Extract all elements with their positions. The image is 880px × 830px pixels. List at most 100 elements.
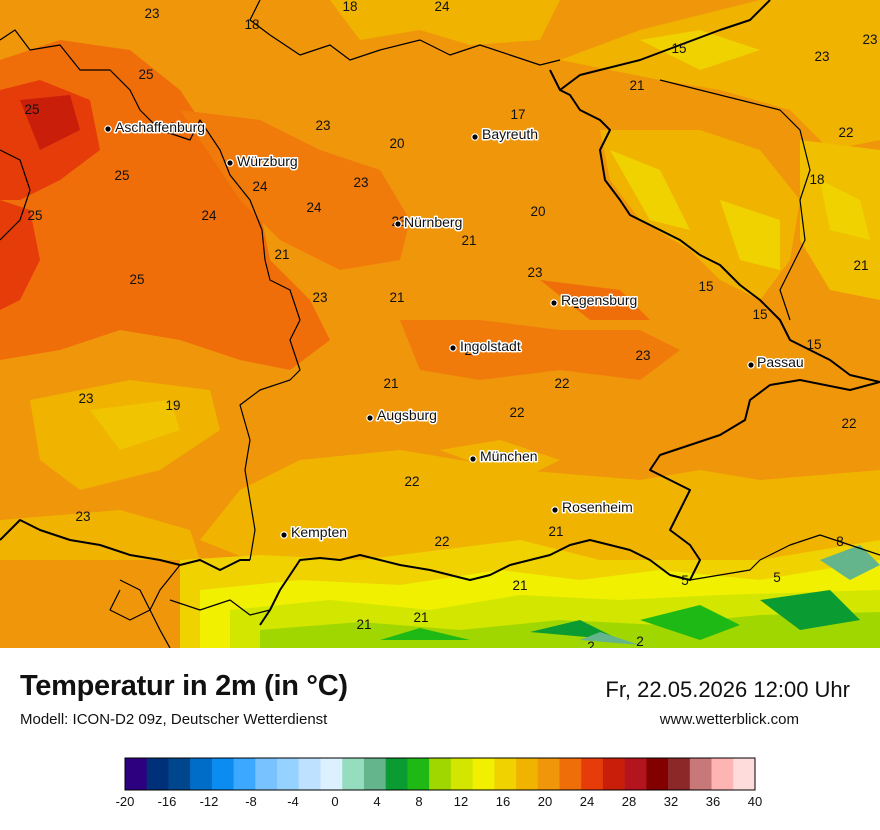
color-scale-cell [733,758,756,790]
temperature-label: 2 [587,639,595,648]
color-scale-cells [124,757,756,791]
temperature-label: 23 [312,290,327,305]
temperature-label: 18 [244,17,259,32]
city-label: Passau [757,354,804,370]
map-borders [0,0,880,648]
color-scale-cell [233,758,256,790]
color-scale-cell [277,758,300,790]
color-scale-tick-label: 28 [622,794,636,809]
color-scale-tick-label: 4 [373,794,380,809]
color-scale-cell [342,758,365,790]
temperature-label: 15 [806,337,821,352]
color-scale-tick-label: 40 [748,794,762,809]
color-scale-cell [146,758,169,790]
color-scale-cell [168,758,191,790]
temperature-label: 15 [698,279,713,294]
color-scale: -20 -16 -12 -8 -4 0 4 8 12 16 20 24 28 32 36 40 [116,757,763,809]
city-dot [226,159,234,167]
color-scale-cell [624,758,647,790]
color-scale-cell [646,758,669,790]
color-scale-cell [429,758,452,790]
city-augsburg: Augsburg [366,406,438,425]
temperature-label: 24 [434,0,450,14]
city-regensburg: Regensburg [550,291,639,310]
color-scale-cell [602,758,625,790]
color-scale-tick-label: 36 [706,794,720,809]
color-scale-cell [320,758,343,790]
temperature-label: 23 [862,32,877,47]
color-scale-cell [450,758,473,790]
temperature-label: 22 [554,376,569,391]
city-dot [471,133,479,141]
color-scale-ticks: -20 -16 -12 -8 -4 0 4 8 12 16 20 24 28 32 36 40 [116,794,763,809]
color-scale-cell [711,758,734,790]
color-scale-tick-label: -20 [116,794,135,809]
model-info: Modell: ICON-D2 09z, Deutscher Wetterdie… [20,711,328,728]
temperature-label: 5 [773,570,781,585]
temperature-label: 18 [809,172,824,187]
color-scale-tick-label: 16 [496,794,510,809]
temperature-label: 8 [836,534,844,549]
temperature-label: 5 [681,573,689,588]
color-scale-cell [190,758,213,790]
temperature-label: 21 [274,247,289,262]
forecast-datetime: Fr, 22.05.2026 12:00 Uhr [605,677,850,702]
map-title: Temperatur in 2m (in °C) [20,670,348,702]
color-scale-cell [407,758,430,790]
color-scale-cell [668,758,691,790]
temperature-labels: 23 18 18 24 15 23 23 25 25 24 23 17 21 2… [24,0,877,648]
temperature-label: 21 [413,610,428,625]
color-scale-tick-label: -8 [245,794,257,809]
temperature-label: 23 [464,343,479,358]
temperature-label: 24 [168,120,184,135]
temperature-label: 17 [510,107,525,122]
city-dot [366,414,374,422]
temperature-label: 23 [144,6,159,21]
city-label: Rosenheim [562,499,633,515]
temperature-label: 22 [841,416,856,431]
city-label: Bayreuth [482,126,538,142]
temperature-label: 18 [342,0,357,14]
city-dot [449,344,457,352]
city-muenchen: München [469,447,539,466]
temperature-label: 15 [752,307,767,322]
city-label: Aschaffenburg [115,119,205,135]
temperature-label: 19 [165,398,180,413]
color-scale-tick-label: 20 [538,794,552,809]
temperature-label: 24 [252,179,268,194]
city-dot [104,125,112,133]
temperature-label: 23 [814,49,829,64]
city-rosenheim: Rosenheim [551,498,634,517]
temperature-label: 22 [509,405,524,420]
color-scale-tick-label: -4 [287,794,299,809]
temperature-label: 22 [838,125,853,140]
temperature-label: 22 [404,474,419,489]
city-label: Kempten [291,524,347,540]
city-dot [550,299,558,307]
temperature-map: 23 18 18 24 15 23 23 25 25 24 23 17 21 2… [0,0,880,648]
city-label: Augsburg [377,407,437,423]
temperature-label: 21 [461,233,476,248]
temperature-label: 20 [389,136,404,151]
temperature-label: 23 [573,296,588,311]
color-scale-cell [255,758,278,790]
color-scale-tick-label: -16 [158,794,177,809]
city-dot [551,506,559,514]
temperature-label: 2 [636,634,644,648]
temperature-label: 23 [353,175,368,190]
temperature-label: 21 [629,78,644,93]
temperature-label: 25 [114,168,129,183]
temperature-field-warm [0,40,680,380]
city-label: Nürnberg [404,214,462,230]
city-dot [469,455,477,463]
color-scale-tick-label: 32 [664,794,678,809]
temperature-label: 24 [201,208,217,223]
temperature-label: 21 [853,258,868,273]
city-dot [280,531,288,539]
color-scale-cell [125,758,148,790]
temperature-label: 23 [635,348,650,363]
temperature-label: 21 [356,617,371,632]
city-aschaffenburg: Aschaffenburg [104,118,207,137]
color-scale-cell [211,758,234,790]
